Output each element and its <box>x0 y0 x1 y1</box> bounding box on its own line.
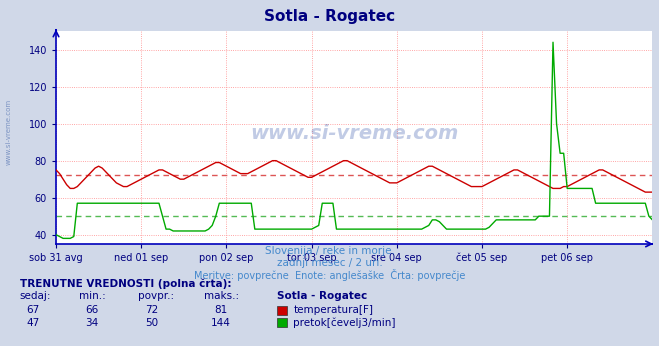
Text: povpr.:: povpr.: <box>138 291 175 301</box>
Text: zadnji mesec / 2 uri.: zadnji mesec / 2 uri. <box>277 258 382 268</box>
Text: maks.:: maks.: <box>204 291 239 301</box>
Text: TRENUTNE VREDNOSTI (polna črta):: TRENUTNE VREDNOSTI (polna črta): <box>20 279 231 289</box>
Text: sedaj:: sedaj: <box>20 291 51 301</box>
Text: 50: 50 <box>145 318 158 328</box>
Text: pretok[čevelj3/min]: pretok[čevelj3/min] <box>293 318 396 328</box>
Text: 66: 66 <box>86 305 99 315</box>
Text: 81: 81 <box>214 305 227 315</box>
Text: Slovenija / reke in morje.: Slovenija / reke in morje. <box>264 246 395 256</box>
Text: Sotla - Rogatec: Sotla - Rogatec <box>264 9 395 24</box>
Text: 67: 67 <box>26 305 40 315</box>
Text: 47: 47 <box>26 318 40 328</box>
Text: 34: 34 <box>86 318 99 328</box>
Text: 72: 72 <box>145 305 158 315</box>
Text: Sotla - Rogatec: Sotla - Rogatec <box>277 291 367 301</box>
Text: min.:: min.: <box>79 291 106 301</box>
Text: 144: 144 <box>211 318 231 328</box>
Text: Meritve: povprečne  Enote: anglešaške  Črta: povprečje: Meritve: povprečne Enote: anglešaške Črt… <box>194 269 465 281</box>
Text: www.si-vreme.com: www.si-vreme.com <box>5 98 11 165</box>
Text: temperatura[F]: temperatura[F] <box>293 305 373 315</box>
Text: www.si-vreme.com: www.si-vreme.com <box>250 124 459 143</box>
